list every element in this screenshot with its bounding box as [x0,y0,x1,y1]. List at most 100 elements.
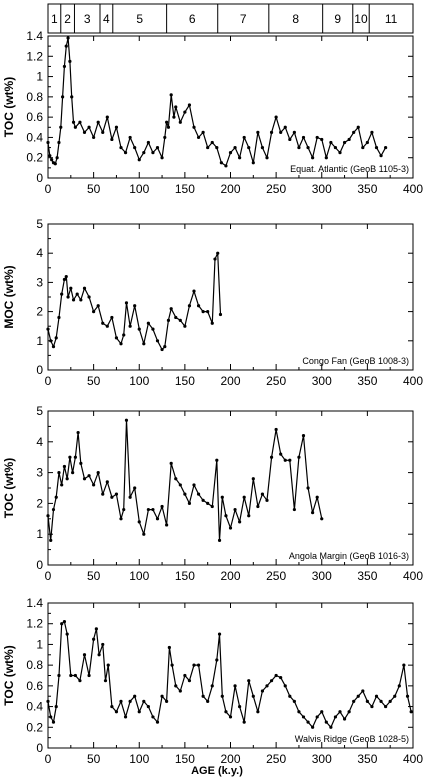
data-point [92,637,96,641]
data-point [169,93,173,97]
data-point [306,486,310,490]
data-point [122,333,126,337]
data-point [274,673,278,678]
data-point [256,130,260,134]
data-point [274,115,278,119]
data-point [224,164,228,168]
data-point [62,277,67,282]
data-point [57,673,61,678]
data-point [265,684,269,688]
plot-frame [47,410,414,566]
data-point [311,156,315,160]
panels: 00.20.40.60.811.21.40 50 100 150 200 250 300 35… [2,29,423,766]
data-point [60,483,64,487]
data-point [352,130,356,134]
data-point [103,679,108,683]
x-tick-label: 100 [129,182,149,196]
data-point [55,156,59,160]
data-point [220,495,224,499]
data-point [66,295,70,299]
data-point [165,120,169,124]
data-point [155,720,160,724]
stage-label-8: 8 [292,12,299,26]
data-point [87,474,91,478]
panel-4: 0 0.2 0.4 0.6 0.8 1 1.2 1.4 0 50 100 150 200 250 300 35… [2,596,423,766]
data-point [137,327,141,331]
data-point [388,699,392,703]
data-point [220,694,224,698]
stage-label-1: 1 [51,12,58,26]
data-point [260,689,265,693]
y-tick-label: 0.4 [26,130,43,144]
data-point [178,318,182,322]
x-tick-label: 0 [45,569,52,583]
data-point [71,298,76,302]
data-point [75,292,79,296]
data-point [123,715,128,719]
data-point [370,704,374,709]
data-point [192,663,196,667]
data-point [196,492,201,496]
y-axis-label: MOC (wt%) [2,265,16,328]
data-point [311,511,315,515]
data-point [384,704,388,709]
data-point [183,492,187,496]
data-point [151,151,155,155]
data-point [183,673,187,678]
data-point [260,145,265,150]
data-point [128,135,132,140]
data-point [128,324,132,328]
data-point [92,135,96,140]
stage-label-7: 7 [240,12,247,26]
y-tick-label: 0.4 [26,700,43,714]
data-point [110,495,114,499]
site-label: Walvis Ridge (GeoB 1028-5) [295,734,409,744]
data-point [79,461,83,465]
data-point [187,501,192,505]
data-point [124,301,129,305]
data-point [61,95,65,99]
data-point [46,514,50,518]
data-point [48,154,52,158]
data-point [301,135,306,140]
data-point [92,483,96,487]
data-point [224,710,228,714]
data-point [160,504,164,509]
y-axis-label: TOC (wt%) [2,458,16,518]
data-point [347,137,351,142]
x-tick-label: 250 [266,569,286,583]
x-tick-label: 200 [220,569,240,583]
data-point [329,140,333,145]
y-tick-label: 1.2 [26,49,43,63]
x-tick-label: 400 [403,182,423,196]
data-point [142,151,146,155]
data-point [288,458,292,462]
data-point [46,699,50,703]
x-axis-label: AGE (k.y.) [191,765,243,777]
data-point [201,130,205,134]
data-point [49,339,53,343]
data-point [62,464,67,469]
plot-frame [47,602,414,749]
data-point [142,532,146,536]
data-point [169,307,173,311]
data-point [155,517,160,521]
data-point [333,715,338,719]
data-point [201,498,205,502]
data-point [187,103,192,107]
data-point [279,130,283,134]
data-point [233,684,237,688]
data-point [292,130,296,134]
y-tick-label: 1 [36,334,43,348]
data-point [137,158,141,162]
data-point [283,458,287,462]
data-point [365,140,369,145]
data-point [370,130,374,134]
data-point [192,125,196,129]
data-point [238,520,242,524]
data-point [216,251,220,255]
data-point [217,632,222,636]
y-tick-label: 0.8 [26,90,43,104]
data-point [51,720,56,724]
data-point [242,135,246,140]
